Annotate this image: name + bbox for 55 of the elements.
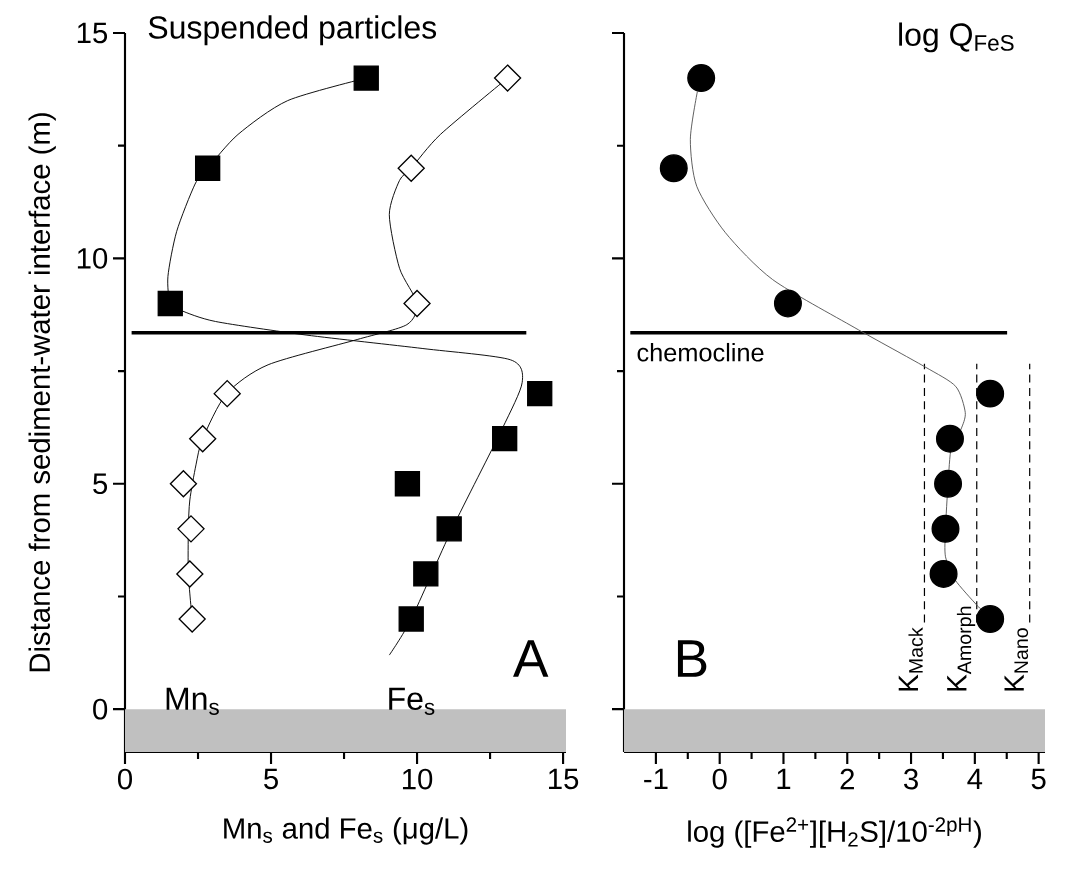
point xyxy=(176,560,204,588)
chart-title: log Q$_{FeS}$ xyxy=(899,22,1014,53)
y-axis-title: Distance from sediment-water interface (m) xyxy=(28,113,56,672)
point xyxy=(403,289,431,318)
point xyxy=(492,426,518,452)
x-tick-label: 1 xyxy=(777,768,791,789)
point xyxy=(773,289,802,318)
x-axis-title: Mn$_{s}$ and Fe$_{s}$ (μg/L) xyxy=(224,817,468,845)
x-tick-label: 2 xyxy=(840,768,854,790)
point xyxy=(527,380,553,407)
point xyxy=(157,290,183,317)
point xyxy=(934,469,963,498)
point xyxy=(189,425,217,453)
point xyxy=(493,64,522,92)
ref-line-label: K$_{Amorph}$ xyxy=(947,606,976,691)
x-tick-label: 0 xyxy=(117,768,132,790)
y-tick-label: 15 xyxy=(77,22,108,44)
annotation: A xyxy=(513,640,549,677)
point xyxy=(976,379,1005,408)
annotation: B xyxy=(677,640,707,677)
point xyxy=(659,154,688,183)
point xyxy=(976,605,1005,634)
point xyxy=(178,605,206,633)
point xyxy=(398,606,424,632)
point xyxy=(931,514,960,543)
x-tick-label: 5 xyxy=(264,768,278,790)
point xyxy=(177,515,205,543)
chart-title: Suspended particles xyxy=(148,15,437,46)
ref-line-label: chemocline xyxy=(637,342,764,362)
x-tick-label: 4 xyxy=(967,768,983,789)
x-axis-title: log ([Fe$^{2+}$][H$_{2}$S]/10$^{-2pH}$) xyxy=(688,817,981,848)
ref-line-label: K$_{Mack}$ xyxy=(898,627,923,691)
point xyxy=(687,64,716,93)
y-tick-label: 10 xyxy=(77,247,108,269)
x-tick-label: 15 xyxy=(549,768,579,790)
point xyxy=(353,65,379,91)
series-label: Mn$_{s}$ xyxy=(166,687,219,715)
point xyxy=(394,471,421,497)
x-tick-label: -1 xyxy=(644,768,668,789)
x-tick-label: 5 xyxy=(1031,768,1046,790)
point xyxy=(413,561,439,587)
series-label: Fe$_{s}$ xyxy=(389,687,435,715)
point xyxy=(194,155,221,181)
point xyxy=(935,424,964,453)
point xyxy=(213,379,241,408)
point xyxy=(929,559,958,588)
point xyxy=(397,154,425,182)
ref-line-label: K$_{Nano}$ xyxy=(1004,628,1029,691)
x-tick-label: 10 xyxy=(402,768,433,790)
point xyxy=(169,470,198,498)
x-tick-label: 3 xyxy=(904,768,918,790)
y-tick-label: 5 xyxy=(93,473,108,495)
point xyxy=(436,516,462,542)
y-tick-label: 0 xyxy=(93,698,108,720)
x-tick-label: 0 xyxy=(712,768,727,790)
